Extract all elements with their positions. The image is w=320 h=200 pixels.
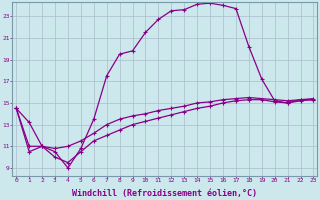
X-axis label: Windchill (Refroidissement éolien,°C): Windchill (Refroidissement éolien,°C): [72, 189, 257, 198]
